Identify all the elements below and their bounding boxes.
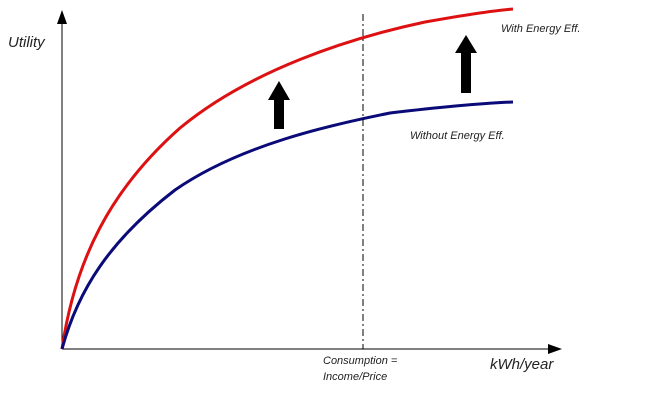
y-axis-label: Utility: [8, 34, 46, 51]
curve-without-energy-efficiency: [60, 100, 514, 350]
y-axis-arrowhead: [57, 10, 67, 24]
x-axis-label: kWh/year: [490, 356, 554, 373]
x-axis-arrowhead: [548, 344, 562, 354]
up-arrow-icon-right: [455, 35, 477, 93]
curve-with-energy-efficiency: [60, 7, 514, 350]
curve-without-label: Without Energy Eff.: [410, 130, 505, 142]
consumption-label-line1: Consumption =: [323, 355, 398, 367]
consumption-label-line2: Income/Price: [323, 371, 387, 383]
up-arrow-icon-left: [268, 81, 290, 129]
curve-with-label: With Energy Eff.: [501, 23, 580, 35]
